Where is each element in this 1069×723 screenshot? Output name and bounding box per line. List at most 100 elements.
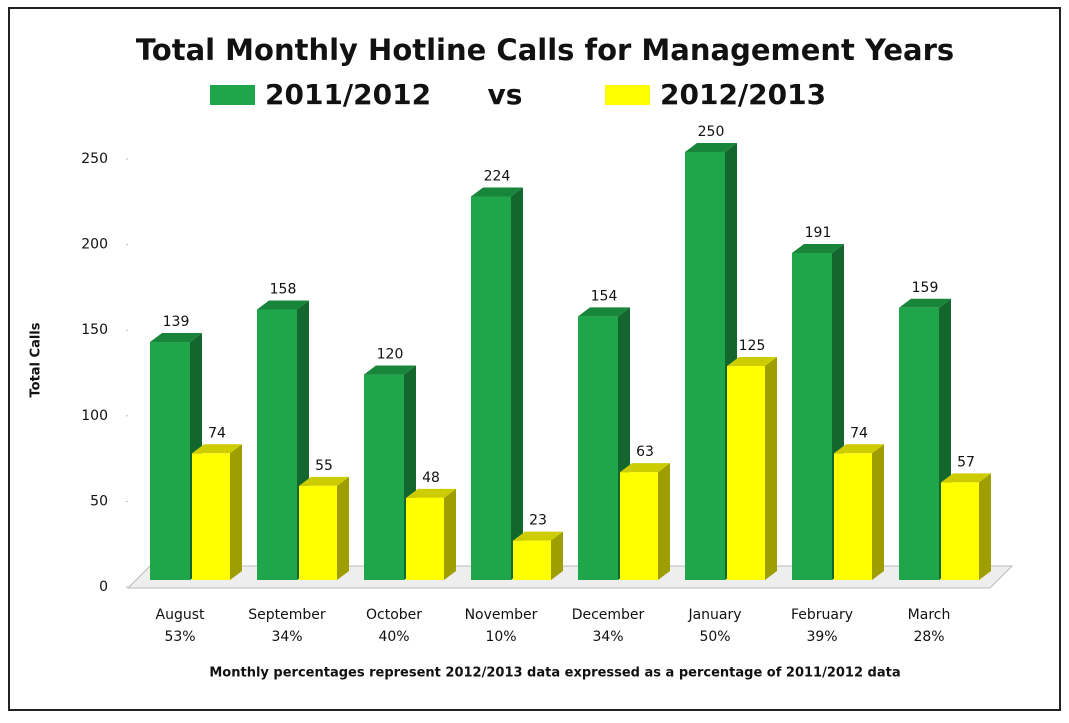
bar-face <box>578 316 618 580</box>
bar-face <box>364 374 404 580</box>
x-tick-label: February <box>791 607 853 623</box>
y-tick-label: 100 <box>81 408 108 424</box>
bar-face <box>150 342 190 580</box>
x-tick-label: August <box>156 607 206 623</box>
bar <box>578 307 630 580</box>
x-tick-label: September <box>248 607 326 623</box>
legend-label: 2011/2012 <box>265 78 431 111</box>
bar-face <box>658 463 670 580</box>
value-label: 120 <box>377 347 404 363</box>
x-tick-note: 40% <box>378 629 409 645</box>
bar <box>471 187 523 580</box>
y-axis-label: Total Calls <box>29 322 44 397</box>
x-tick-note: 34% <box>592 629 623 645</box>
bar <box>899 298 951 580</box>
bar-face <box>834 444 884 454</box>
x-tick-note: 50% <box>699 629 730 645</box>
bar-face <box>511 187 523 580</box>
value-label: 125 <box>739 338 766 354</box>
bar-face <box>727 366 765 580</box>
bar-face <box>765 357 777 580</box>
bar-face <box>685 152 725 580</box>
bar-face <box>620 463 670 473</box>
bar-face <box>299 476 349 486</box>
value-label: 154 <box>591 288 618 304</box>
bar <box>727 357 777 580</box>
x-tick-label: January <box>687 607 741 623</box>
value-label: 250 <box>698 124 725 140</box>
bar-face <box>513 531 563 541</box>
legend-label: 2012/2013 <box>660 78 826 111</box>
x-tick-note: 10% <box>485 629 516 645</box>
bar-face <box>257 300 309 310</box>
legend-swatch <box>605 85 650 105</box>
bar-face <box>150 333 202 343</box>
y-tick-label: 150 <box>81 322 108 338</box>
bar-face <box>727 357 777 366</box>
bar <box>834 444 884 580</box>
x-tick-label: December <box>572 607 645 623</box>
bar-face <box>299 485 337 580</box>
bar-face <box>899 298 951 308</box>
bar-face <box>620 472 658 580</box>
x-tick-note: 53% <box>164 629 195 645</box>
bar-face <box>257 309 297 580</box>
value-label: 139 <box>163 314 190 330</box>
value-label: 57 <box>957 454 975 470</box>
bar-face <box>471 187 523 197</box>
value-label: 23 <box>529 513 547 529</box>
bar <box>257 300 309 580</box>
x-tick-note: 28% <box>913 629 944 645</box>
value-label: 63 <box>636 444 654 460</box>
bar-face <box>406 488 456 498</box>
bar-face <box>364 365 416 375</box>
bar <box>192 444 242 580</box>
bar <box>406 488 456 580</box>
bar-face <box>192 453 230 580</box>
footnote: Monthly percentages represent 2012/2013 … <box>209 666 900 681</box>
legend-swatch <box>210 85 255 105</box>
bar-face <box>513 540 551 580</box>
floor <box>126 565 1014 589</box>
y-tick-label: 250 <box>81 151 108 167</box>
bar-face <box>834 453 872 580</box>
value-label: 158 <box>270 282 297 298</box>
bar-face <box>230 444 242 580</box>
x-tick-note: 39% <box>806 629 837 645</box>
x-tick-label: November <box>465 607 538 623</box>
bar-face <box>337 476 349 580</box>
chart-title: Total Monthly Hotline Calls for Manageme… <box>136 33 954 67</box>
value-label: 55 <box>315 458 333 474</box>
value-label: 74 <box>850 425 868 441</box>
bar-face <box>941 473 991 483</box>
bar-face <box>792 253 832 580</box>
bar <box>299 476 349 580</box>
bar-face <box>471 196 511 580</box>
bar-face <box>872 444 884 580</box>
value-label: 48 <box>422 470 440 486</box>
bar-face <box>685 143 737 152</box>
y-tick-label: 50 <box>90 493 108 509</box>
bar-face <box>941 482 979 580</box>
bar-face <box>551 531 563 580</box>
y-tick-label: 200 <box>81 237 108 253</box>
x-tick-label: March <box>908 607 951 623</box>
bar <box>620 463 670 580</box>
value-label: 159 <box>912 280 939 296</box>
bar <box>941 473 991 580</box>
bar-face <box>792 244 844 254</box>
bar-face <box>192 444 242 454</box>
value-label: 74 <box>208 425 226 441</box>
value-label: 191 <box>805 225 832 241</box>
bar-face <box>979 473 991 580</box>
bar-face <box>578 307 630 317</box>
bar-face <box>444 488 456 580</box>
y-tick-label: 0 <box>99 579 108 595</box>
bar <box>513 531 563 580</box>
x-tick-note: 34% <box>271 629 302 645</box>
bar-face <box>406 497 444 580</box>
value-label: 224 <box>484 169 511 185</box>
x-tick-label: October <box>366 607 422 623</box>
legend-separator: vs <box>488 78 523 111</box>
